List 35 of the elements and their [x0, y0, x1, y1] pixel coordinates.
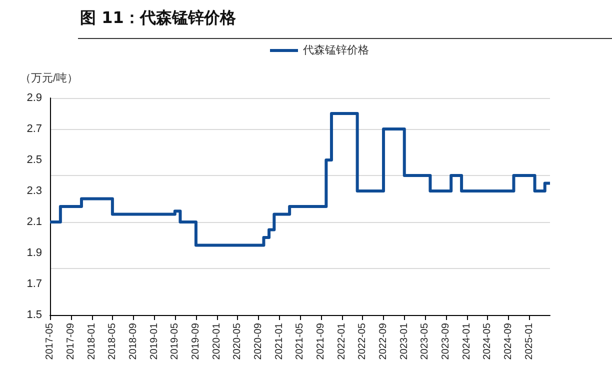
x-tick-label: 2019-09	[190, 322, 202, 360]
x-tick-label: 2018-09	[128, 322, 140, 360]
x-tick-label: 2020-09	[253, 322, 264, 360]
y-tick-label: 2.7	[26, 123, 42, 135]
y-tick-label: 2.5	[26, 154, 42, 166]
x-tick-label: 2017-05	[44, 322, 56, 360]
x-tick-label: 2023-05	[419, 322, 430, 360]
x-tick-label: 2024-05	[482, 322, 494, 360]
y-tick-label: 1.5	[26, 309, 42, 321]
x-tick-label: 2024-01	[461, 322, 472, 360]
x-tick-label: 2019-05	[169, 322, 180, 360]
y-tick-label: 2.3	[26, 185, 42, 197]
x-tick-label: 2023-01	[398, 322, 410, 360]
x-tick-label: 2021-01	[274, 322, 285, 360]
legend-label: 代森锰锌价格	[302, 44, 369, 56]
x-tick-label: 2017-09	[66, 322, 77, 360]
x-tick-label: 2019-01	[148, 322, 160, 360]
x-tick-label: 2025-01	[524, 322, 535, 360]
x-tick-label: 2023-09	[440, 322, 452, 360]
x-tick-label: 2022-01	[336, 322, 348, 360]
x-tick-label: 2022-05	[356, 322, 368, 360]
x-tick-label: 2020-05	[232, 322, 244, 360]
y-tick-label: 2.9	[26, 92, 42, 104]
y-tick-label: 2.1	[26, 216, 42, 228]
x-tick-label: 2022-09	[378, 322, 390, 360]
x-tick-label: 2021-05	[294, 322, 306, 360]
x-tick-label: 2024-09	[503, 322, 514, 360]
x-tick-label: 2018-05	[106, 322, 118, 360]
chart-title: 图 11：代森锰锌价格	[80, 8, 236, 29]
y-tick-label: 1.9	[26, 247, 42, 259]
y-tick-label: 1.7	[26, 278, 42, 290]
x-tick-label: 2020-01	[211, 322, 222, 360]
x-tick-label: 2018-01	[86, 322, 98, 360]
x-tick-label: 2021-09	[316, 322, 327, 360]
y-axis-title: （万元/吨）	[20, 72, 78, 84]
